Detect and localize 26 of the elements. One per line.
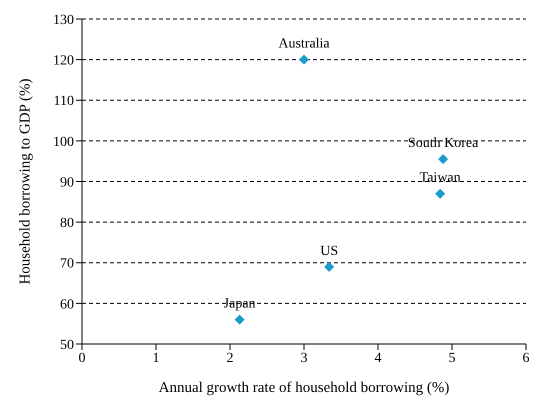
annotation: US (320, 244, 338, 259)
x-tick-label: 5 (448, 350, 456, 366)
x-tick-label: 0 (78, 350, 86, 366)
y-tick-label: 110 (54, 94, 74, 110)
y-tick-label: 120 (53, 54, 74, 69)
y-tick-label: 70 (60, 256, 74, 272)
y-tick-label: 80 (60, 216, 74, 232)
x-tick-label: 6 (522, 350, 530, 366)
annotation: Japan (224, 296, 256, 312)
point (299, 54, 309, 65)
x-tick-label: 2 (226, 350, 234, 366)
point (435, 188, 446, 199)
y-tick-label: 100 (53, 134, 74, 150)
x-tick-label: 3 (300, 350, 308, 366)
point (438, 154, 448, 164)
y-axis-title: Household borrowing to GDP (%) (17, 78, 34, 285)
y-tick-label: 50 (60, 338, 74, 353)
point (234, 314, 245, 325)
y-tick-label: 60 (60, 297, 74, 312)
x-axis-title: Annual growth rate of household borrowing (%) (158, 380, 450, 396)
point (324, 262, 334, 272)
y-tick-label: 130 (53, 12, 74, 28)
annotation: Australia (278, 36, 330, 52)
y-tick-label: 90 (60, 175, 74, 190)
x-tick-label: 1 (152, 350, 160, 366)
x-tick-label: 4 (374, 350, 382, 366)
